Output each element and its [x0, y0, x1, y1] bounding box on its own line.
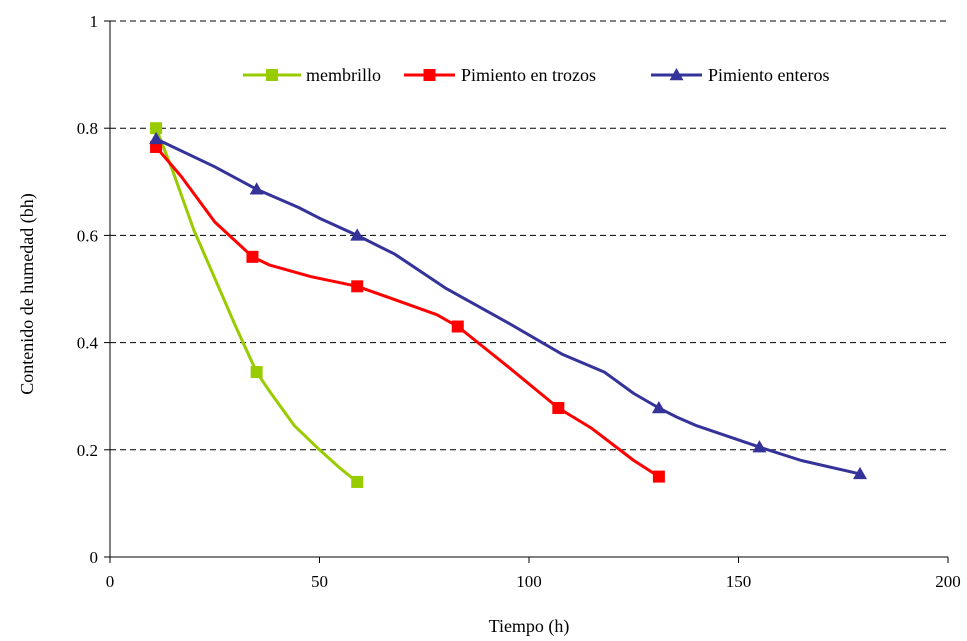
data-point	[552, 401, 565, 414]
x-axis-title: Tiempo (h)	[489, 616, 570, 637]
data-point	[150, 122, 163, 135]
axes: 0 0.2 0.4 0.6 0.8 1 0 50 100 150 200	[77, 12, 961, 591]
data-point	[752, 440, 767, 453]
x-tick-label: 50	[311, 572, 328, 591]
legend-label: Pimiento en trozos	[461, 65, 596, 85]
series-2	[150, 140, 665, 483]
y-tick-label: 1	[90, 12, 99, 31]
data-point	[250, 366, 263, 379]
y-axis-title: Contenido de humedad (bh)	[17, 193, 38, 394]
legend-marker	[266, 69, 278, 81]
data-point	[246, 250, 259, 263]
x-tick-label: 100	[516, 572, 542, 591]
data-point	[351, 475, 364, 488]
data-point	[652, 470, 665, 483]
legend-item: Pimiento en trozos	[404, 65, 596, 85]
y-tick-label: 0	[90, 548, 99, 567]
x-tick-label: 200	[935, 572, 961, 591]
series-1	[150, 122, 364, 488]
data-point	[451, 320, 464, 333]
data-point	[651, 400, 666, 414]
y-tick-label: 0.4	[77, 334, 99, 353]
legend-marker	[423, 69, 436, 81]
data-point	[350, 228, 365, 241]
data-point	[149, 131, 164, 145]
data-point	[853, 466, 868, 480]
legend-label: Pimiento enteros	[708, 65, 829, 85]
data-point	[249, 182, 264, 195]
series-line	[154, 145, 661, 479]
series-line	[154, 137, 862, 476]
legend-item: Pimiento enteros	[651, 65, 829, 85]
legend-marker	[669, 68, 684, 81]
x-tick-label: 150	[726, 572, 752, 591]
data-point	[351, 280, 364, 293]
series-3	[149, 131, 868, 480]
legend: membrillo Pimiento en trozos Pimiento ente…	[243, 65, 829, 85]
x-tick-label: 0	[106, 572, 115, 591]
y-tick-label: 0.6	[77, 226, 98, 245]
y-tick-label: 0.2	[77, 441, 98, 460]
legend-label: membrillo	[306, 65, 381, 85]
series-layer	[149, 122, 868, 488]
legend-item: membrillo	[243, 65, 381, 85]
y-tick-label: 0.8	[77, 119, 98, 138]
